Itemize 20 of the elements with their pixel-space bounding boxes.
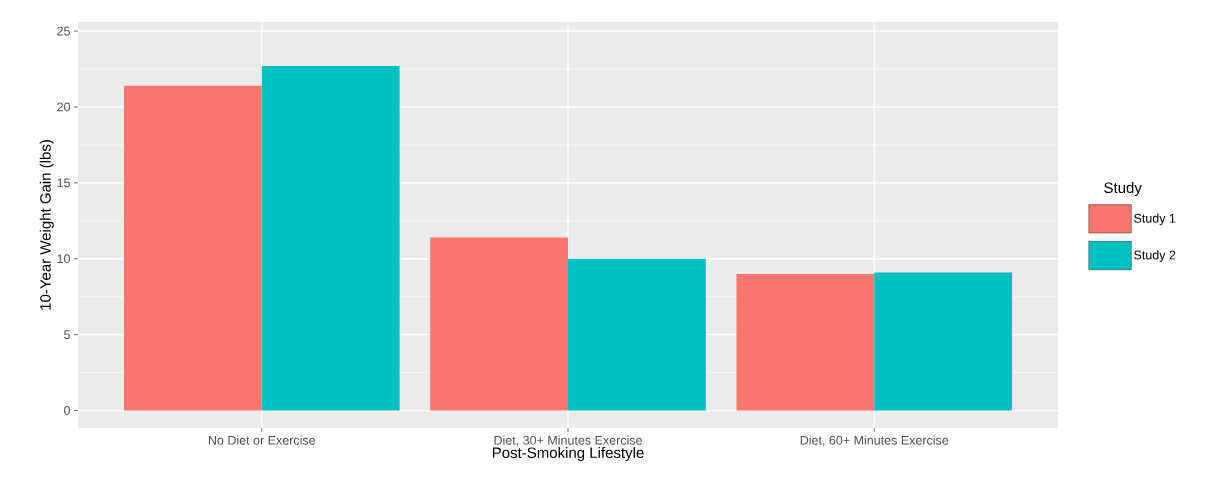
x-axis-title: Post-Smoking Lifestyle [492,447,644,461]
y-tick-label: 15 [57,178,70,188]
x-tick-label: Diet, 30+ Minutes Exercise [494,435,642,447]
legend-title: Study [1104,182,1142,197]
y-tick-label: 5 [64,330,70,340]
x-tick-label: No Diet or Exercise [208,435,316,445]
y-axis-title: 10-Year Weight Gain (lbs) [39,140,54,310]
bar [123,85,262,411]
bar [874,272,1013,411]
bar [736,273,875,411]
legend-label: Study 1 [1134,213,1176,226]
bar [568,258,706,411]
y-tick-label: 25 [57,26,70,36]
bar [430,237,569,411]
y-tick-label: 20 [57,102,70,112]
x-tick-label: Diet, 60+ Minutes Exercise [800,435,949,447]
bar [261,66,400,411]
legend-label: Study 2 [1134,250,1176,262]
y-tick-label: 10 [57,254,70,264]
y-tick-label: 0 [64,406,71,415]
